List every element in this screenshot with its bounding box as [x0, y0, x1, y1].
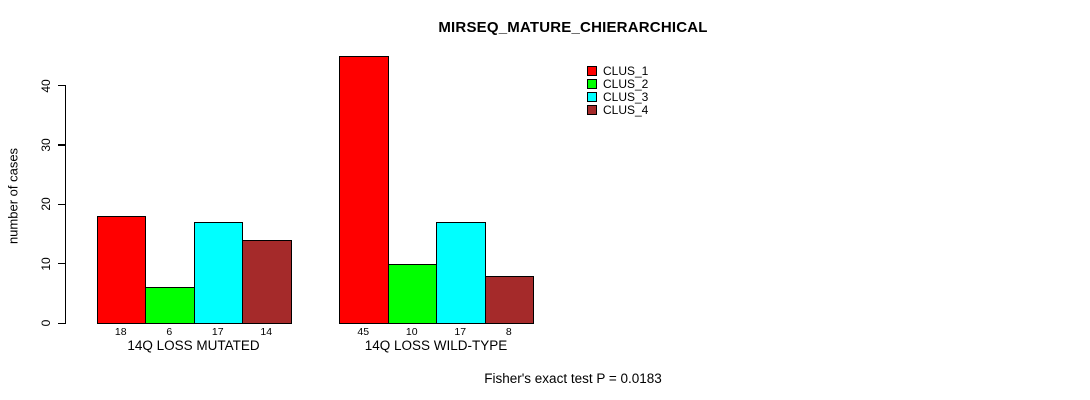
y-tick-mark — [58, 144, 65, 146]
bar-clus_4-group2 — [484, 275, 534, 324]
bar-value-label: 45 — [357, 326, 370, 338]
bar-clus_2-group2 — [387, 263, 437, 324]
legend-swatch-icon — [587, 65, 597, 76]
bar-value-label: 18 — [114, 326, 127, 338]
legend-row-clus_3: CLUS_3 — [587, 90, 648, 103]
legend: CLUS_1 CLUS_2 CLUS_3 CLUS_4 — [587, 64, 648, 116]
y-tick-mark — [58, 322, 65, 324]
x-group-label: 14Q LOSS MUTATED — [127, 338, 260, 353]
bar-value-label: 10 — [405, 326, 418, 338]
bar-clus_4-group1 — [242, 239, 292, 324]
chart-title: MIRSEQ_MATURE_CHIERARCHICAL — [438, 19, 708, 36]
bar-clus_3-group1 — [193, 222, 243, 324]
legend-swatch-icon — [587, 78, 597, 89]
y-tick-label: 40 — [39, 78, 53, 93]
legend-label: CLUS_2 — [603, 76, 649, 91]
bar-value-label: 17 — [454, 326, 467, 338]
bar-value-label: 8 — [505, 326, 512, 338]
y-tick-mark — [58, 85, 65, 87]
y-tick-label: 10 — [39, 256, 53, 271]
y-tick-mark — [58, 263, 65, 265]
bar-clus_2-group1 — [145, 287, 195, 324]
legend-label: CLUS_3 — [603, 89, 649, 104]
y-axis-line — [65, 85, 67, 324]
y-tick-label: 30 — [39, 138, 53, 152]
y-tick-mark — [58, 203, 65, 206]
bar-value-label: 14 — [260, 326, 273, 338]
bar-value-label: 17 — [211, 326, 224, 338]
legend-swatch-icon — [587, 104, 597, 115]
bar-value-label: 6 — [166, 326, 173, 338]
legend-label: CLUS_4 — [603, 102, 649, 117]
legend-label: CLUS_1 — [603, 63, 649, 78]
fisher-test-annotation: Fisher's exact test P = 0.0183 — [484, 371, 662, 386]
x-group-label: 14Q LOSS WILD-TYPE — [364, 338, 508, 353]
legend-row-clus_2: CLUS_2 — [587, 77, 648, 90]
bar-clus_3-group2 — [436, 222, 486, 324]
bar-clus_1-group2 — [339, 55, 389, 324]
y-axis-label: number of cases — [5, 147, 21, 245]
legend-row-clus_1: CLUS_1 — [587, 64, 648, 77]
bar-clus_1-group1 — [96, 216, 146, 324]
y-tick-label: 0 — [39, 319, 53, 327]
legend-swatch-icon — [587, 91, 597, 102]
y-tick-label: 20 — [39, 197, 53, 211]
legend-row-clus_4: CLUS_4 — [587, 103, 648, 116]
